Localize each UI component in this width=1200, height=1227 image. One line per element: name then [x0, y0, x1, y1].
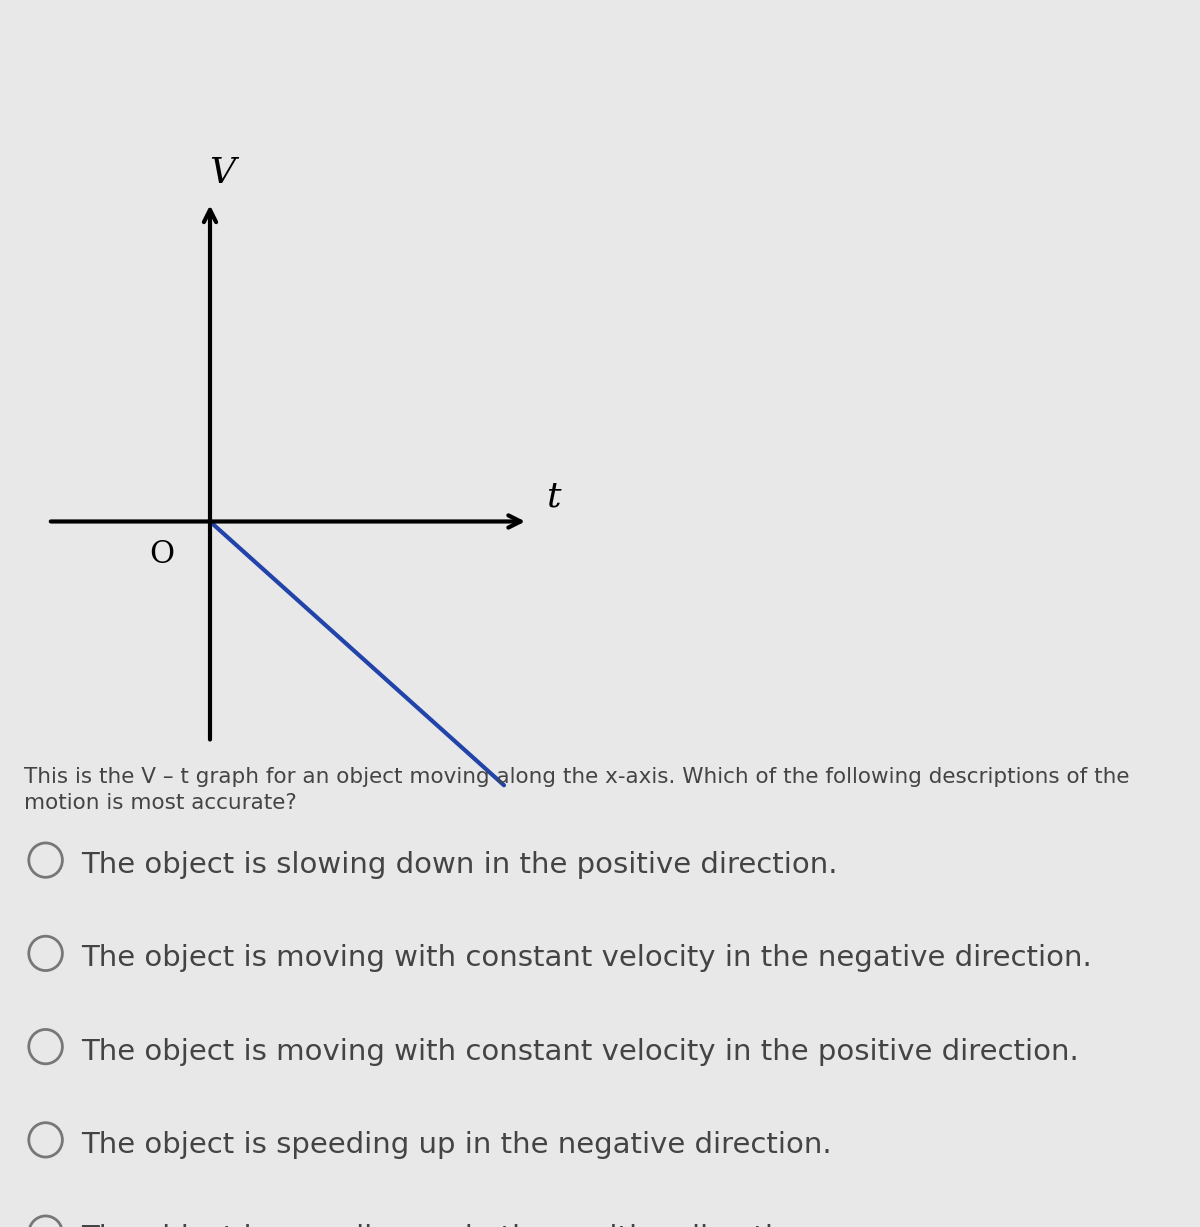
Text: This is the V – t graph for an object moving along the x-axis. Which of the foll: This is the V – t graph for an object mo… [24, 767, 1129, 814]
Text: The object is moving with constant velocity in the negative direction.: The object is moving with constant veloc… [82, 945, 1092, 972]
Text: V: V [209, 156, 235, 190]
Text: The object is speeding up in the positive direction.: The object is speeding up in the positiv… [82, 1225, 820, 1227]
Text: t: t [546, 480, 560, 514]
Text: The object is slowing down in the positive direction.: The object is slowing down in the positi… [82, 852, 838, 879]
Text: The object is moving with constant velocity in the positive direction.: The object is moving with constant veloc… [82, 1038, 1079, 1065]
Text: O: O [150, 539, 174, 571]
Text: The object is speeding up in the negative direction.: The object is speeding up in the negativ… [82, 1131, 833, 1158]
